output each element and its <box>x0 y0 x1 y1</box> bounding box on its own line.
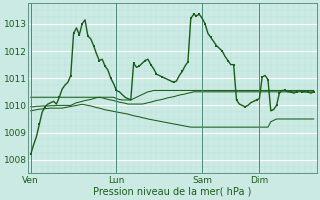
X-axis label: Pression niveau de la mer( hPa ): Pression niveau de la mer( hPa ) <box>93 187 252 197</box>
